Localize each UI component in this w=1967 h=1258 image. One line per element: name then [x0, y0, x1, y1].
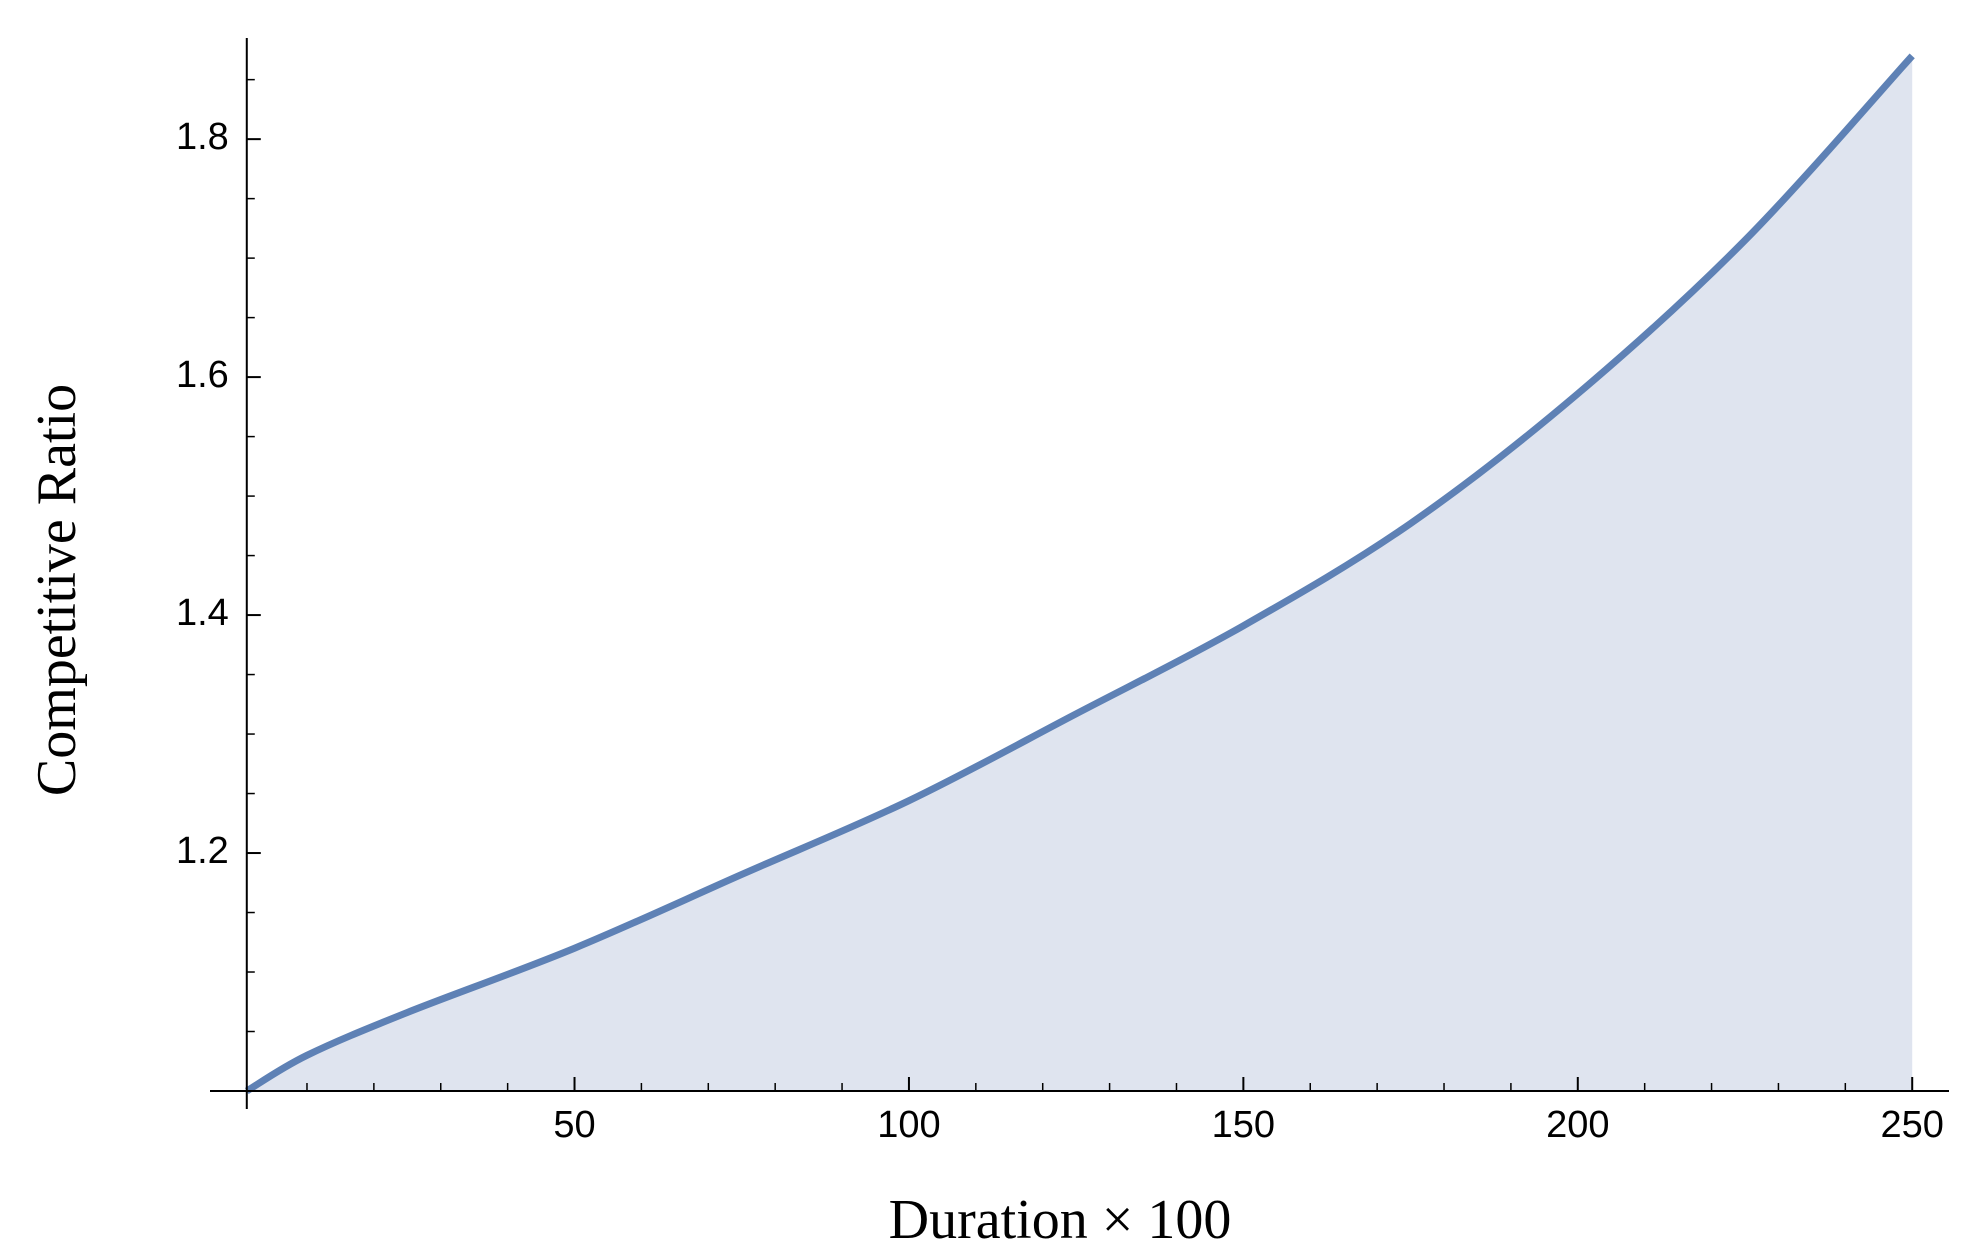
y-tick-label: 1.2 [176, 830, 229, 872]
x-tick-label: 200 [1546, 1104, 1609, 1146]
x-axis-title: Duration × 100 [889, 1189, 1232, 1251]
x-tick-label: 50 [553, 1104, 595, 1146]
y-axis-title: Competitive Ratio [26, 384, 88, 796]
area-fill [246, 55, 1913, 1092]
y-tick-label: 1.8 [176, 116, 229, 158]
y-tick-label: 1.4 [176, 592, 229, 634]
x-tick-label: 100 [877, 1104, 940, 1146]
x-tick-label: 150 [1212, 1104, 1275, 1146]
x-tick-label: 250 [1881, 1104, 1944, 1146]
line [244, 53, 1915, 1095]
y-tick-label: 1.6 [176, 354, 229, 396]
